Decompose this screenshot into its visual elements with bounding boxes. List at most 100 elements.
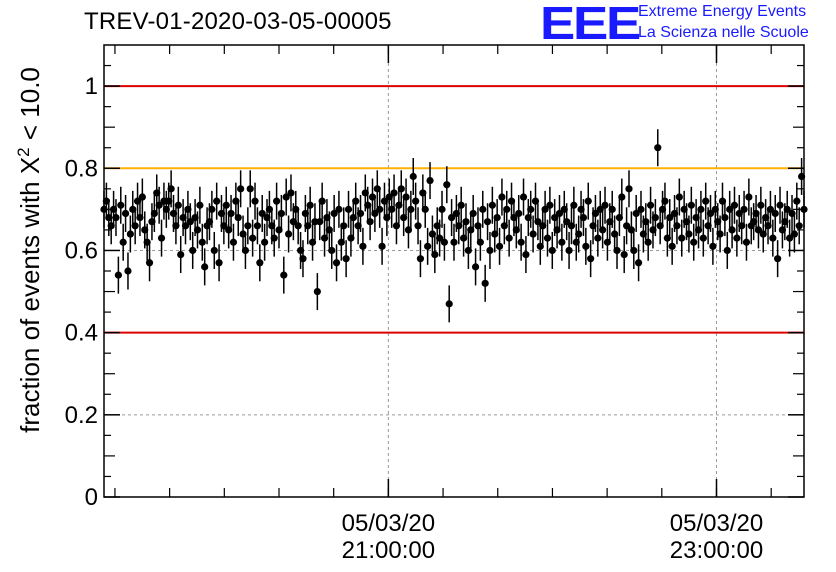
data-point [706, 209, 715, 218]
data-point [287, 189, 295, 197]
data-point [774, 255, 782, 263]
data-point [220, 222, 228, 230]
data-point [282, 193, 290, 201]
data-point [450, 238, 458, 246]
data-point [548, 246, 556, 255]
data-point [383, 213, 391, 222]
data-point [258, 209, 266, 218]
data-point [536, 242, 544, 250]
data-point [469, 209, 477, 218]
data-point [464, 246, 472, 255]
data-point [249, 234, 257, 242]
data-point [730, 201, 739, 209]
data-point [728, 226, 736, 234]
data-point [227, 209, 235, 218]
data-point [208, 205, 216, 213]
data-point [284, 230, 293, 238]
data-point [193, 226, 202, 234]
y-tick-label: 0.4 [65, 320, 98, 347]
data-point [416, 255, 425, 263]
data-point [138, 193, 146, 201]
data-point [397, 185, 405, 193]
data-point [603, 238, 612, 246]
data-point [771, 209, 779, 218]
data-point [699, 234, 707, 242]
plot-frame [103, 44, 805, 498]
data-point [790, 230, 799, 238]
data-point [308, 238, 317, 246]
x-tick-date-label: 05/03/20 [342, 510, 435, 537]
data-point [340, 222, 348, 230]
data-point [522, 250, 530, 259]
data-point [527, 205, 535, 213]
data-point [498, 193, 506, 201]
data-point [304, 222, 312, 230]
data-point [371, 209, 379, 218]
data-point [373, 185, 381, 193]
data-point [694, 226, 703, 234]
data-point [136, 213, 144, 222]
data-point [567, 222, 576, 230]
data-point [359, 242, 367, 250]
data-point [335, 205, 343, 213]
data-point [476, 238, 484, 246]
data-point [575, 230, 583, 238]
data-point [124, 267, 132, 275]
data-point [330, 209, 338, 218]
data-point [201, 263, 209, 271]
x-tick-time-label: 21:00:00 [342, 537, 435, 564]
data-point [529, 230, 537, 238]
data-point [445, 300, 453, 308]
data-point [721, 213, 729, 222]
data-point [117, 201, 125, 209]
data-point [455, 222, 463, 230]
data-point [448, 213, 456, 222]
data-point [769, 234, 777, 242]
data-point [642, 218, 650, 226]
data-point [409, 172, 417, 181]
data-point [313, 287, 321, 296]
data-point [352, 197, 360, 205]
y-tick-label: 0.6 [65, 237, 98, 264]
data-point [229, 238, 238, 246]
data-point [654, 144, 662, 152]
data-point [390, 189, 398, 197]
data-point [754, 226, 763, 234]
data-point [131, 222, 139, 230]
data-point [251, 197, 259, 205]
eee-logo: EEE [540, 0, 641, 49]
data-point [428, 230, 437, 238]
data-point [318, 197, 326, 205]
data-point [594, 234, 602, 242]
data-point [766, 205, 775, 213]
data-point [651, 213, 659, 222]
data-point [177, 250, 185, 259]
data-point [495, 242, 504, 250]
data-point [119, 238, 127, 246]
data-point [483, 218, 492, 226]
data-point [121, 209, 130, 218]
data-point [294, 222, 302, 230]
data-point [546, 201, 554, 209]
data-point [421, 205, 429, 213]
data-point [534, 218, 542, 226]
data-point [222, 201, 230, 209]
data-point [776, 201, 784, 209]
data-point [786, 234, 794, 242]
data-point [215, 259, 223, 267]
data-point [783, 205, 791, 213]
data-point [661, 197, 669, 205]
data-point [244, 222, 252, 230]
data-point [186, 218, 194, 226]
logo-text-line1: Extreme Energy Events [638, 3, 807, 20]
data-point [584, 197, 592, 205]
data-point [234, 213, 242, 222]
data-point [793, 197, 801, 205]
data-point [316, 218, 324, 226]
data-point [668, 242, 676, 250]
data-point [646, 201, 655, 209]
data-point [246, 185, 254, 193]
data-point [412, 197, 420, 205]
